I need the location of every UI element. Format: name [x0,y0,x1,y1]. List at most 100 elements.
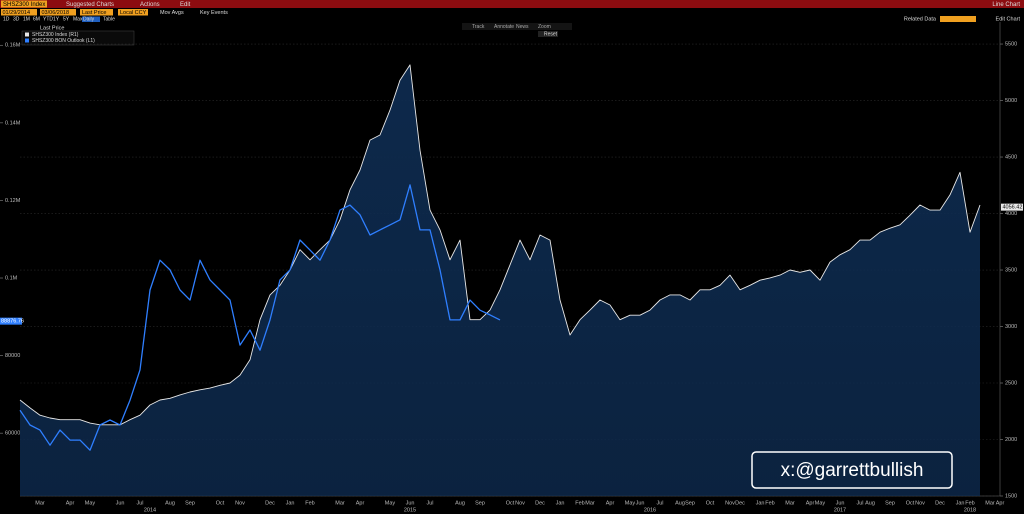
x-tick-label: Mar [585,500,595,506]
chart-tool[interactable]: Track [472,24,485,30]
x-year-label: 2014 [144,507,156,513]
x-tick-label: Jul [656,500,663,506]
option[interactable]: Key Events [200,10,228,16]
x-tick-label: Sep [475,500,485,506]
legend [21,30,135,46]
period-button[interactable]: 3D [13,17,20,23]
x-tick-label: Dec [935,500,945,506]
ticker[interactable]: SHSZ300 Index [3,2,45,8]
x-tick-label: Aug [455,500,465,506]
x-tick-label: Jan [756,500,765,506]
period-button[interactable]: 1M [23,17,30,23]
x-year-label: 2016 [644,507,656,513]
x-year-label: 2015 [404,507,416,513]
date-field[interactable] [1,9,37,16]
y2-tick-label: 5000 [1005,98,1017,104]
end-date[interactable]: 03/06/2018 [42,10,70,16]
x-tick-label: Nov [235,500,245,506]
legend-title: Last Price [40,25,64,31]
x-year-label: 2018 [964,507,976,513]
period-button[interactable]: Table [103,17,115,23]
y-tick-label: 0.1M [5,275,18,281]
x-tick-label: Oct [906,500,915,506]
watermark-box [751,451,953,489]
option[interactable]: Mov Avgs [160,10,184,16]
period-button[interactable]: 1D [3,17,10,23]
y2-tick-label: 2000 [1005,437,1017,443]
currency[interactable]: Local CCY [120,10,147,16]
period-button[interactable]: Max [73,17,83,23]
chart-tool[interactable]: News [516,24,529,30]
legend-entries: SHSZ300 Index (R1)SHSZ300 BON Outlook (L… [25,32,95,44]
y-tick-label: 0.14M [5,120,21,126]
x-tick-label: Jul [856,500,863,506]
x-tick-label: Feb [305,500,314,506]
field[interactable]: Last Price [82,10,106,16]
y2-tick-label: 4500 [1005,154,1017,160]
period-bar: 1D 3D 1M 6M YTD 1Y 5Y Max Daily Table [3,16,115,23]
period-button[interactable]: YTD [43,17,53,23]
last-price-box [0,317,22,325]
menu[interactable]: Suggested Charts [66,2,114,8]
x-tick-label: Mar [335,500,345,506]
area [20,64,980,497]
menu[interactable]: Actions [140,2,160,8]
x-tick-label: Apr [356,500,365,506]
period-button[interactable]: Daily [83,17,95,23]
x-tick-label: Apr [996,500,1005,506]
x-tick-label: Mar [985,500,995,506]
x-tick-label: Jan [556,500,565,506]
x-tick-label: May [815,500,826,506]
x-tick-label: Sep [185,500,195,506]
last-price: 88876.76 [1,319,24,325]
y2-tick-label: 3000 [1005,324,1017,330]
ticker-box[interactable] [1,0,47,8]
watermark: x:@garrettbullish [781,460,924,481]
period-active[interactable] [82,16,100,23]
x-tick-label: Apr [806,500,815,506]
x-tick-label: Jul [136,500,143,506]
edit-chart[interactable]: Edit Chart [996,16,1021,22]
x-tick-label: Sep [885,500,895,506]
x-year-label: 2017 [834,507,846,513]
field-box[interactable] [80,9,113,16]
chart-tool[interactable]: Zoom [538,24,551,30]
plot: 1500 2000 2500 3000 3500 4000 4500 5000 5500 6000… [0,22,1023,513]
y2-tick-label: 3500 [1005,267,1017,273]
x-tick-label: Jun [636,500,645,506]
reset-button[interactable] [538,31,558,37]
x-tick-label: Sep [685,500,695,506]
start-date[interactable]: 01/29/2014 [3,10,31,16]
date-field[interactable] [40,9,76,16]
last-price-box [1001,203,1023,211]
y2-tick-label: 2500 [1005,380,1017,386]
x-tick-label: Aug [165,500,175,506]
x-tick-label: May [625,500,636,506]
legend-label: SHSZ300 BON Outlook (L1) [32,38,95,44]
x-tick-label: Dec [735,500,745,506]
y-tick-label: 0.16M [5,43,21,49]
y-tick-label: 0.12M [5,198,21,204]
x-tick-label: Nov [725,500,735,506]
period-button[interactable]: 1Y [53,17,60,23]
legend-swatch [25,38,29,43]
x-tick-label: Feb [765,500,774,506]
period-button[interactable]: 6M [33,17,40,23]
x-tick-label: Jan [286,500,295,506]
x-tick-label: Oct [506,500,515,506]
period-button[interactable]: 5Y [63,17,70,23]
chart-tool[interactable]: Reset [544,31,558,37]
x-tick-label: Aug [675,500,685,506]
chart-tool[interactable]: Annotate [494,24,514,30]
related-data[interactable]: Related Data [904,16,937,22]
x-tick-label: Mar [785,500,795,506]
x-tick-label: Aug [865,500,875,506]
related-box[interactable] [940,16,976,22]
menu[interactable]: Edit [180,2,191,8]
chart-toolbar [462,23,572,30]
x-tick-label: Jul [426,500,433,506]
currency-box[interactable] [118,9,148,16]
line [19,64,981,426]
